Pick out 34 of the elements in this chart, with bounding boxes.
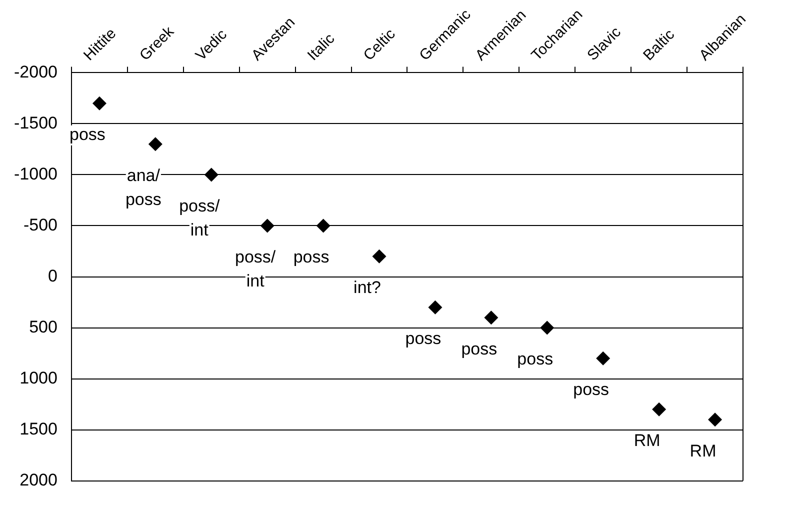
y-tick-label: -500 [23, 215, 58, 234]
annotation: ana/ poss [125, 166, 162, 209]
point [652, 402, 666, 416]
annotation: poss [461, 339, 498, 358]
annotation: poss/ int [235, 247, 276, 290]
point [148, 137, 162, 152]
point [92, 96, 106, 110]
annotation: poss/ int [179, 196, 220, 240]
annotation: poss [405, 329, 442, 348]
point [204, 168, 218, 182]
annotation: RM [690, 441, 716, 460]
x-tick-label: Italic [304, 30, 338, 64]
y-tick-label: 2000 [20, 470, 58, 490]
point [372, 249, 386, 264]
annotation: poss [573, 380, 610, 400]
point [708, 412, 722, 427]
point [428, 300, 442, 314]
point [484, 310, 498, 325]
point [260, 218, 274, 233]
annotation: poss [517, 349, 554, 368]
y-tick-label: -1500 [14, 113, 58, 132]
y-tick-label: 1000 [20, 368, 58, 388]
y-tick-label: -2000 [14, 62, 58, 82]
annotation: int? [354, 278, 381, 298]
y-tick-label: -1000 [14, 164, 58, 184]
y-tick-label: 0 [48, 266, 58, 286]
annotation: poss [70, 125, 106, 144]
point [596, 351, 610, 366]
point [540, 320, 554, 335]
point [316, 218, 330, 233]
annotation: poss [293, 247, 330, 266]
y-tick-label: 1500 [20, 419, 58, 438]
annotation: RM [634, 431, 660, 450]
y-tick-label: 500 [29, 317, 58, 336]
